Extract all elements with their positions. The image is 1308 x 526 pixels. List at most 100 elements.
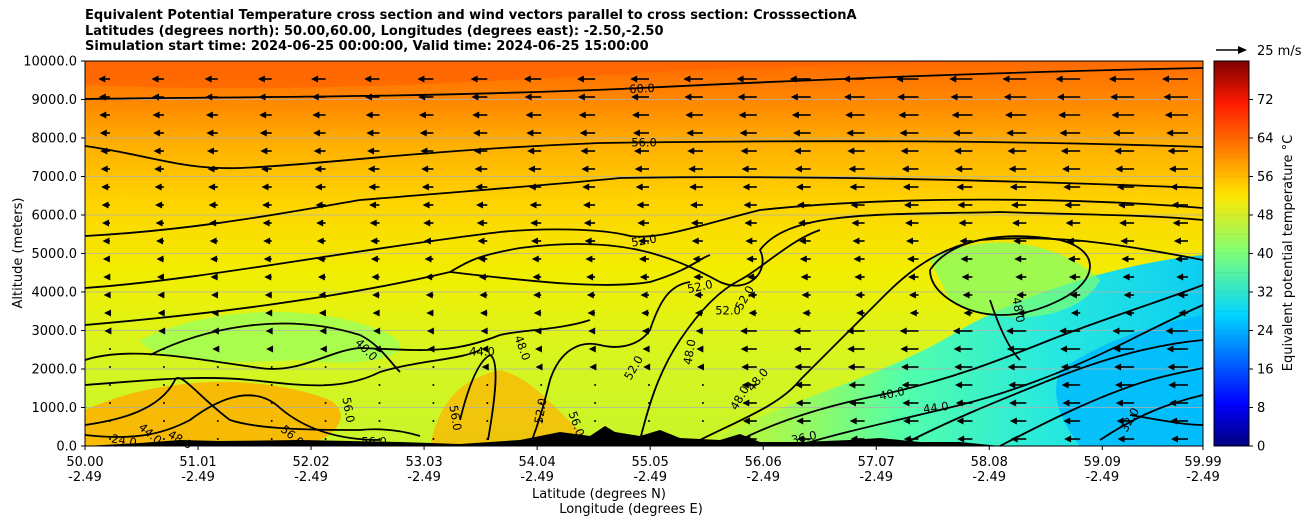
contour-label: 52.0 [531, 397, 549, 425]
wind-vector-head [423, 219, 431, 227]
wind-vector-head [796, 183, 804, 191]
wind-vector-head [795, 399, 803, 407]
contour-label: 40.0 [878, 384, 906, 403]
wind-vector-head [582, 183, 590, 191]
colorbar-tick-label: 64 [1257, 132, 1274, 147]
wind-vector [486, 384, 489, 386]
wind-vector-head [902, 399, 910, 407]
wind-vector [109, 402, 111, 404]
wind-vector-head [266, 345, 274, 353]
wind-vector-head [641, 309, 649, 317]
wind-vector-head [796, 435, 804, 443]
wind-vector-head [211, 309, 219, 317]
y-axis: 0.0 1000.0 2000.0 3000.0 4000.0 5000.0 6000.0 7… [23, 55, 85, 455]
wind-vector [378, 420, 381, 422]
y-tick-label: 6000.0 [32, 209, 78, 224]
wind-vector-head [1175, 255, 1183, 263]
wind-vector-head [1059, 327, 1067, 335]
wind-vector-head [742, 417, 750, 425]
contour-line [1129, 414, 1203, 426]
wind-vector-head [258, 93, 266, 101]
wind-vector-head [1069, 291, 1077, 299]
wind-vector [109, 348, 111, 350]
wind-vector-head [262, 201, 270, 209]
wind-vector-head [845, 111, 853, 119]
wind-vector-head [741, 381, 749, 389]
wind-vector-head [265, 327, 273, 335]
contour-label: 48.0 [680, 338, 698, 366]
wind-vector-head [951, 111, 959, 119]
wind-vector-head [900, 345, 908, 353]
y-tick-label: 1000.0 [32, 401, 78, 416]
contour-line [85, 377, 421, 437]
wind-vector-head [1068, 273, 1076, 281]
wind-vector-head [1166, 345, 1174, 353]
wind-vector-head [314, 183, 322, 191]
wind-vector-head [1117, 201, 1125, 209]
wind-vector-head [798, 237, 806, 245]
contour-label: 56.0 [339, 396, 357, 424]
wind-vector-head [901, 363, 909, 371]
wind-vector-head [372, 309, 380, 317]
wind-vector [701, 384, 704, 386]
wind-vector-head [526, 129, 534, 137]
wind-vector [324, 438, 327, 440]
wind-vector-head [853, 255, 861, 263]
y-axis-label: Altitude (meters) [11, 198, 26, 309]
wind-vector-head [1006, 129, 1014, 137]
colorbar-tick-label: 16 [1257, 363, 1274, 378]
wind-vector-head [632, 129, 640, 137]
colorbar-bands [1214, 79, 1249, 428]
wind-vector [432, 402, 435, 404]
wind-vector-head [847, 147, 855, 155]
x-tick-label-lon: -2.49 [520, 470, 554, 485]
wind-vector-head [961, 273, 969, 281]
wind-vector-head [156, 255, 164, 263]
contour-line [989, 299, 1021, 361]
wind-vector-head [370, 237, 378, 245]
wind-vector-head [205, 111, 213, 119]
wind-vector-head [265, 309, 273, 317]
colorbar-tick-label: 40 [1257, 247, 1274, 262]
wind-vector [162, 402, 165, 404]
wind-vector-head [740, 147, 748, 155]
x-tick-label-lon: -2.49 [407, 470, 441, 485]
wind-vector-head [631, 93, 639, 101]
wind-vector [162, 438, 165, 440]
wind-vector-head [207, 165, 215, 173]
colorbar-gradient [1214, 61, 1249, 446]
wind-vector-head [635, 183, 643, 191]
wind-vector-head [99, 129, 107, 137]
wind-vector-head [1055, 75, 1063, 83]
wind-vector-head [1060, 147, 1068, 155]
wind-vector-head [686, 129, 694, 137]
wind-vector-head [1166, 129, 1174, 137]
wind-vector-head [263, 255, 271, 263]
wind-vector-head [368, 183, 376, 191]
wind-vector [378, 384, 381, 386]
wind-vector-head [1070, 309, 1078, 317]
contour-line [639, 229, 821, 441]
wind-vector-head [311, 75, 319, 83]
x-tick-label-lon: -2.49 [746, 470, 780, 485]
wind-vector [270, 366, 273, 368]
wind-vector-head [417, 75, 425, 83]
wind-vector-head [588, 345, 596, 353]
wind-vector-head [1116, 417, 1124, 425]
wind-vector-head [153, 147, 161, 155]
wind-vector-head [949, 75, 957, 83]
wind-vector-head [1010, 435, 1018, 443]
wind-vector-head [1176, 273, 1184, 281]
wind-vector-head [962, 291, 970, 299]
wind-vector-head [477, 237, 485, 245]
wind-vector-head [478, 273, 486, 281]
wind-vector-head [851, 219, 859, 227]
wind-vector-head [318, 291, 326, 299]
wind-vector-head [314, 165, 322, 173]
wind-vector [540, 420, 543, 422]
wind-vector-head [211, 291, 219, 299]
wind-vector-head [903, 435, 911, 443]
wind-vector-head [693, 273, 701, 281]
contour-label: 56.0 [631, 136, 657, 150]
